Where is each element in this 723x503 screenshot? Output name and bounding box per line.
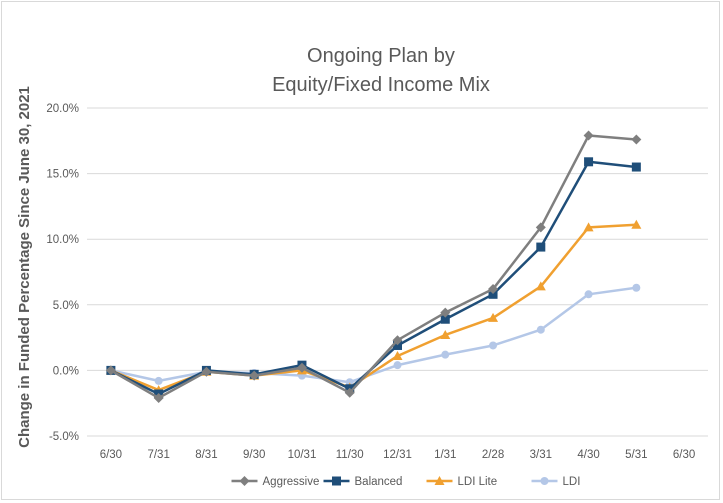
data-point-aggressive xyxy=(201,366,212,377)
chart-title-line-2: Equity/Fixed Income Mix xyxy=(272,74,490,96)
y-tick-label: 10.0% xyxy=(46,234,79,246)
x-tick-labels: 6/30 7/31 8/31 9/30 10/31 11/30 12/31 1/31 2/28 3… xyxy=(100,449,696,461)
legend: Aggressive Balanced LDI Lite LDI xyxy=(231,476,581,488)
y-tick-labels: -5.0% 0.0% 5.0% 10.0% 15.0% 20.0% xyxy=(46,103,79,443)
data-point-aggressive xyxy=(583,130,594,141)
series-balanced xyxy=(106,157,641,399)
legend-item-aggressive: Aggressive xyxy=(231,476,320,488)
x-tick-label: 10/31 xyxy=(288,449,317,461)
data-point-aggressive xyxy=(631,134,642,145)
y-tick-label: 20.0% xyxy=(46,103,79,115)
data-point-balanced xyxy=(440,314,450,324)
y-tick-label: 15.0% xyxy=(46,169,79,181)
x-tick-label: 4/30 xyxy=(577,449,599,461)
data-point-balanced xyxy=(393,340,402,350)
y-tick-label: -5.0% xyxy=(49,431,79,443)
x-tick-label: 7/31 xyxy=(147,449,169,461)
data-point-aggressive xyxy=(488,284,499,295)
data-point-ldi xyxy=(441,350,450,359)
gridlines xyxy=(87,107,708,437)
data-point-aggressive xyxy=(249,370,260,381)
legend-label: LDI Lite xyxy=(458,476,498,488)
y-axis-label: Change in Funded Percentage Since June 3… xyxy=(16,86,33,448)
data-point-aggressive xyxy=(440,307,451,318)
data-point-ldi xyxy=(632,283,641,292)
x-tick-label: 3/31 xyxy=(530,449,552,461)
data-point-ldi-lite xyxy=(631,219,642,229)
series-aggressive xyxy=(105,130,642,403)
series-line-aggressive xyxy=(110,134,637,400)
data-point-ldi xyxy=(345,378,354,387)
x-tick-label: 1/31 xyxy=(434,449,456,461)
legend-swatch-marker xyxy=(239,476,250,486)
x-tick-label: 5/31 xyxy=(625,449,647,461)
data-point-ldi xyxy=(489,341,498,350)
x-tick-label: 2/28 xyxy=(482,449,504,461)
data-point-ldi xyxy=(584,290,593,299)
data-point-aggressive xyxy=(296,362,307,373)
chart-title-line-1: Ongoing Plan by xyxy=(307,45,455,67)
data-point-aggressive xyxy=(153,392,164,403)
legend-label: Aggressive xyxy=(263,476,320,488)
x-tick-label: 6/30 xyxy=(673,449,695,461)
x-tick-label: 9/30 xyxy=(243,449,265,461)
data-point-balanced xyxy=(631,162,641,172)
data-point-aggressive xyxy=(344,387,355,398)
x-tick-label: 6/30 xyxy=(100,449,122,461)
data-point-aggressive xyxy=(535,222,546,233)
y-tick-label: 5.0% xyxy=(53,300,79,312)
x-tick-label: 8/31 xyxy=(195,449,217,461)
x-tick-label: 11/30 xyxy=(336,449,364,461)
data-point-ldi xyxy=(393,361,402,370)
data-point-aggressive xyxy=(105,365,116,376)
series-layer xyxy=(105,130,642,403)
data-point-balanced xyxy=(584,157,594,167)
legend-item-balanced: Balanced xyxy=(323,476,403,488)
data-point-ldi-lite xyxy=(392,350,403,360)
legend-label: Balanced xyxy=(355,476,403,488)
y-tick-label: 0.0% xyxy=(53,365,79,377)
data-point-ldi xyxy=(154,376,163,385)
data-point-ldi-lite xyxy=(440,329,451,339)
data-point-ldi xyxy=(536,325,545,334)
legend-swatch-marker xyxy=(540,477,549,485)
legend-swatch-marker xyxy=(434,476,445,485)
x-tick-label: 12/31 xyxy=(383,449,412,461)
data-point-balanced xyxy=(488,289,498,299)
data-point-ldi-lite xyxy=(583,222,594,232)
legend-swatch-marker xyxy=(332,476,341,486)
data-point-ldi-lite xyxy=(535,281,546,291)
data-point-aggressive xyxy=(392,335,403,346)
data-point-balanced xyxy=(536,242,546,252)
legend-label: LDI xyxy=(563,476,581,488)
legend-item-ldi-lite: LDI Lite xyxy=(426,476,498,488)
data-point-ldi-lite xyxy=(488,312,499,322)
legend-item-ldi: LDI xyxy=(531,476,581,488)
